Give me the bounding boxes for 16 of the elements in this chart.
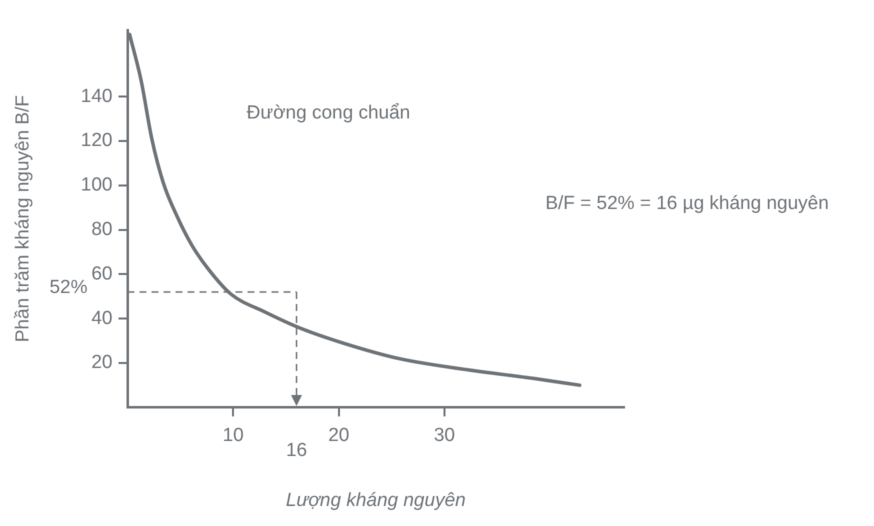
y-tick-label: 60 [91, 263, 112, 284]
ref-line-label: 16 [286, 440, 308, 462]
y-tick-label: 140 [80, 86, 112, 107]
ref-line-label: 52% [49, 277, 88, 298]
x-tick-label: 20 [328, 425, 350, 446]
y-tick-label: 40 [91, 308, 112, 329]
annotation: B/F = 52% = 16 µg kháng nguyên [545, 192, 829, 214]
y-tick-label: 120 [80, 130, 112, 152]
y-tick-label: 100 [80, 174, 112, 196]
annotation: Đường cong chuẩn [246, 102, 410, 124]
x-tick-label: 10 [222, 425, 244, 446]
x-tick-label: 30 [434, 425, 455, 446]
x-axis-title: Lượng kháng nguyên [286, 490, 466, 511]
y-tick-label: 20 [91, 352, 112, 374]
y-tick-label: 80 [91, 219, 112, 240]
y-axis-title: Phần trăm kháng nguyên B/F [12, 95, 34, 342]
